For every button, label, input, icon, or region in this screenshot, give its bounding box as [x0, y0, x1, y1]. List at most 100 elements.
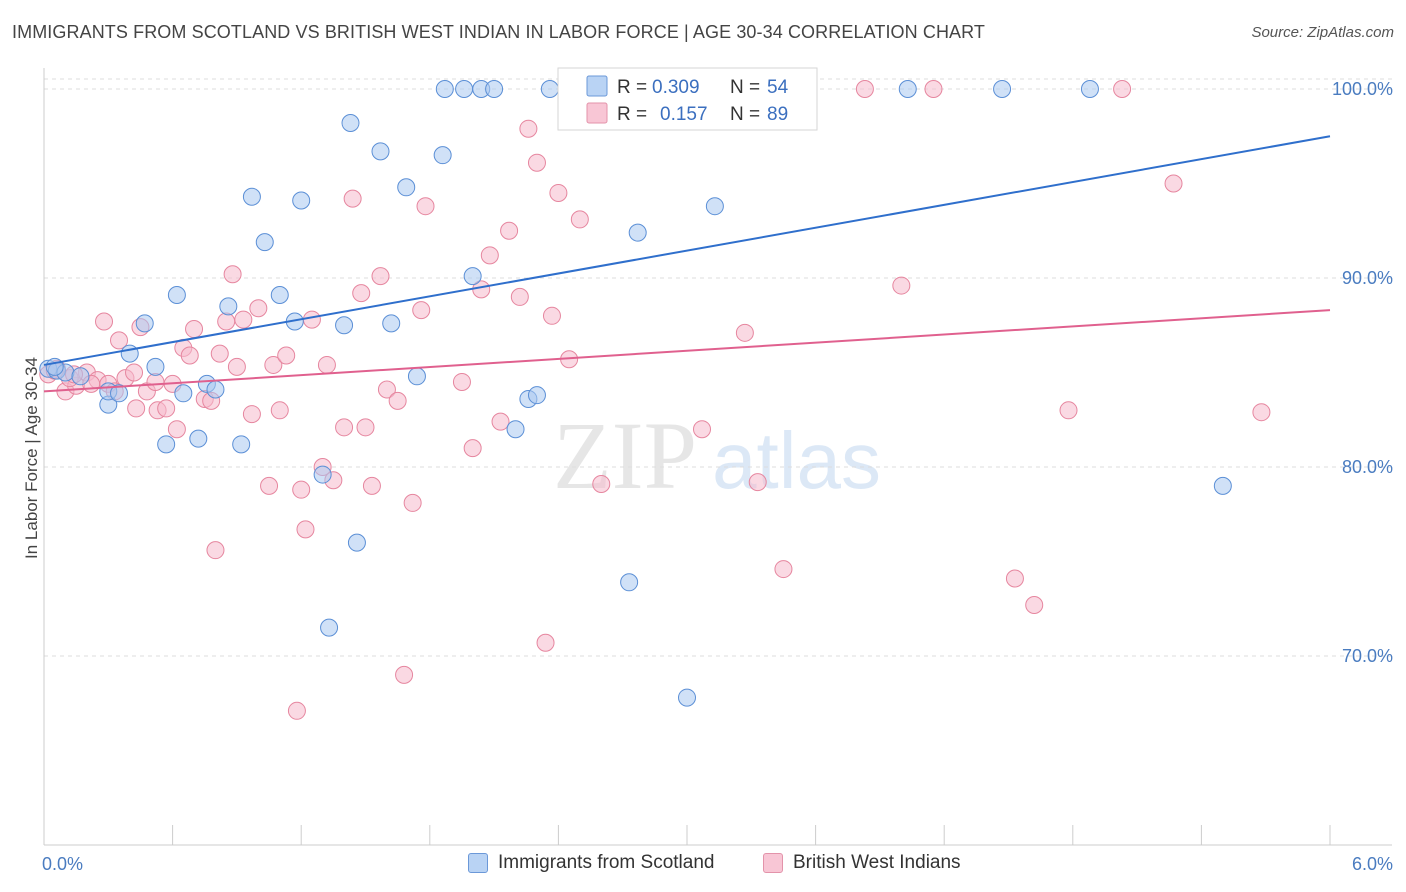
point-bwi	[335, 418, 354, 437]
point-bwi	[491, 412, 510, 431]
y-axis-label: In Labor Force | Age 30-34	[22, 357, 41, 559]
point-bwi	[356, 418, 375, 437]
point-scotland	[705, 197, 724, 216]
legend-r-label-1: R =	[617, 77, 647, 98]
point-bwi	[146, 372, 165, 391]
point-bwi	[377, 380, 396, 399]
point-bwi	[296, 520, 315, 539]
point-scotland	[313, 465, 332, 484]
point-scotland	[219, 297, 238, 316]
point-bwi	[352, 284, 371, 303]
point-bwi	[260, 476, 279, 495]
point-scotland	[146, 357, 165, 376]
point-bwi	[403, 493, 422, 512]
series-immigrants-from-scotland	[39, 80, 1232, 707]
legend-r-label-2: R =	[617, 104, 647, 125]
y-tick-label-100: 100.0%	[1332, 79, 1393, 99]
watermark: ZIP atlas	[553, 402, 881, 509]
point-bwi	[1113, 80, 1132, 99]
series-british-west-indians	[39, 80, 1271, 720]
point-bwi	[592, 475, 611, 494]
point-bwi	[500, 221, 519, 240]
point-scotland	[506, 420, 525, 439]
trend-line-scotland	[43, 135, 1331, 366]
point-scotland	[242, 187, 261, 206]
point-bwi	[1059, 401, 1078, 420]
legend-item-bwi: British West Indians	[763, 852, 961, 874]
point-scotland	[174, 384, 193, 403]
legend-swatch-bwi	[763, 853, 783, 873]
point-bwi	[892, 276, 911, 295]
point-scotland	[292, 191, 311, 210]
point-bwi	[317, 355, 336, 374]
watermark-zip: ZIP	[553, 402, 697, 509]
point-bwi	[277, 346, 296, 365]
point-scotland	[382, 314, 401, 333]
trend-line-bwi	[43, 309, 1331, 393]
x-tick-label-min: 0.0%	[42, 854, 83, 874]
gridlines	[44, 78, 1392, 657]
point-bwi	[570, 210, 589, 229]
point-bwi	[206, 541, 225, 560]
point-bwi	[510, 287, 529, 306]
point-bwi	[287, 701, 306, 720]
legend-box: R = 0.309 N = 54 R = 0.157 N = 89	[557, 67, 818, 131]
point-bwi	[480, 246, 499, 265]
point-bwi	[388, 391, 407, 410]
point-scotland	[463, 267, 482, 286]
trend-lines	[43, 135, 1331, 393]
point-scotland	[45, 357, 64, 376]
point-bwi	[542, 306, 561, 325]
point-bwi	[343, 189, 362, 208]
point-bwi	[1252, 403, 1271, 422]
point-scotland	[407, 367, 426, 386]
point-scotland	[433, 146, 452, 165]
legend-n-label-1: N =	[730, 77, 760, 98]
legend-label-scotland: Immigrants from Scotland	[498, 852, 715, 873]
point-bwi	[264, 355, 283, 374]
point-bwi	[210, 344, 229, 363]
point-bwi	[180, 346, 199, 365]
point-bwi	[242, 405, 261, 424]
legend-swatch-scotland	[468, 853, 488, 873]
point-bwi	[110, 331, 129, 350]
point-scotland	[347, 533, 366, 552]
point-bwi	[748, 473, 767, 492]
point-scotland	[540, 80, 559, 99]
x-tick-labels: 0.0% 6.0%	[42, 854, 1393, 874]
y-tick-label-90: 90.0%	[1342, 268, 1393, 288]
y-tick-label-80: 80.0%	[1342, 457, 1393, 477]
point-scotland	[135, 314, 154, 333]
point-scotland	[335, 316, 354, 335]
point-scotland	[485, 80, 504, 99]
point-scotland	[71, 367, 90, 386]
point-bwi	[292, 480, 311, 499]
y-tick-labels: 70.0% 80.0% 90.0% 100.0%	[1332, 79, 1393, 666]
point-scotland	[620, 573, 639, 592]
point-bwi	[536, 633, 555, 652]
point-bwi	[549, 183, 568, 202]
point-scotland	[628, 223, 647, 242]
point-bwi	[519, 119, 538, 138]
point-bwi	[217, 312, 236, 331]
point-bwi	[463, 439, 482, 458]
point-scotland	[255, 233, 274, 252]
point-scotland	[435, 80, 454, 99]
point-scotland	[270, 286, 289, 305]
point-bwi	[774, 560, 793, 579]
point-bwi	[127, 399, 146, 418]
point-bwi	[395, 665, 414, 684]
point-scotland	[1213, 476, 1232, 495]
point-bwi	[924, 80, 943, 99]
point-bwi	[249, 299, 268, 318]
y-tick-label-70: 70.0%	[1342, 646, 1393, 666]
legend-n-label-2: N =	[730, 104, 760, 125]
point-bwi	[125, 363, 144, 382]
point-bwi	[371, 267, 390, 286]
point-bwi	[1025, 595, 1044, 614]
legend-n-value-1: 54	[767, 77, 789, 98]
legend-n-value-2: 89	[767, 104, 788, 125]
point-bwi	[234, 310, 253, 329]
point-scotland	[371, 142, 390, 161]
